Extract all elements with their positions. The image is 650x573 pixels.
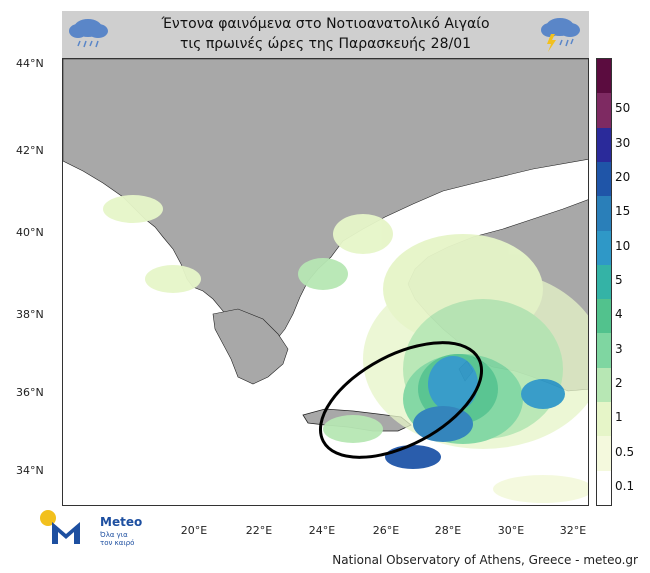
- colorbar-segment: [597, 93, 611, 128]
- title-box: Έντονα φαινόμενα στο Νοτιοανατολικό Αιγα…: [62, 11, 589, 58]
- colorbar-segment: [597, 402, 611, 437]
- precipitation-map: [62, 58, 589, 506]
- colorbar-label: 30: [615, 135, 631, 150]
- thunderstorm-cloud-icon: [541, 18, 580, 52]
- lon-label: 32°E: [559, 524, 587, 537]
- colorbar-segment: [597, 470, 611, 505]
- colorbar-label: 1: [615, 410, 623, 425]
- lon-label: 22°E: [245, 524, 273, 537]
- colorbar-segment: [597, 436, 611, 471]
- credit-text: National Observatory of Athens, Greece -…: [332, 553, 638, 567]
- highlight-ellipse: [318, 341, 484, 459]
- colorbar-segment: [597, 230, 611, 265]
- colorbar-label: 10: [615, 238, 631, 253]
- lon-label: 28°E: [434, 524, 462, 537]
- colorbar-segment: [597, 333, 611, 368]
- colorbar-label: 5: [615, 273, 623, 287]
- colorbar-label: 0.5: [615, 444, 635, 459]
- lon-label: 24°E: [308, 524, 336, 537]
- title-line-2: τις πρωινές ώρες της Παρασκευής 28/01: [179, 36, 472, 52]
- lat-label: 44°N: [16, 57, 44, 70]
- colorbar-segment: [597, 264, 611, 300]
- lon-label: 26°E: [372, 524, 400, 537]
- lat-label: 34°N: [16, 464, 44, 477]
- lat-label: 38°N: [16, 308, 44, 321]
- meteo-logo: [40, 510, 80, 544]
- lat-label: 36°N: [16, 386, 44, 399]
- lat-label: 40°N: [16, 226, 44, 239]
- lat-label: 42°N: [16, 144, 44, 157]
- colorbar-label: 4: [615, 307, 623, 322]
- lon-label: 20°E: [180, 524, 208, 537]
- colorbar-label: 2: [615, 375, 623, 390]
- precip-shading: [103, 195, 588, 503]
- colorbar-segment: [597, 196, 611, 231]
- colorbar: [596, 58, 612, 506]
- lon-label: 30°E: [497, 524, 525, 537]
- rain-cloud-icon: [69, 19, 108, 48]
- logo-tagline: Όλα για τον καιρό: [100, 531, 135, 547]
- colorbar-segment: [597, 299, 611, 334]
- logo-name: Meteo: [100, 515, 143, 529]
- colorbar-label: 20: [615, 170, 631, 185]
- land-peloponnese: [212, 308, 289, 385]
- colorbar-segment: [597, 367, 611, 403]
- colorbar-segment: [597, 161, 611, 197]
- colorbar-label: 15: [615, 204, 631, 219]
- colorbar-label: 0.1: [615, 478, 635, 493]
- colorbar-label: 50: [615, 101, 631, 116]
- colorbar-segment: [597, 59, 611, 94]
- title-line-1: Έντονα φαινόμενα στο Νοτιοανατολικό Αιγα…: [161, 16, 490, 32]
- colorbar-label: 3: [615, 341, 623, 356]
- colorbar-segment: [597, 127, 611, 162]
